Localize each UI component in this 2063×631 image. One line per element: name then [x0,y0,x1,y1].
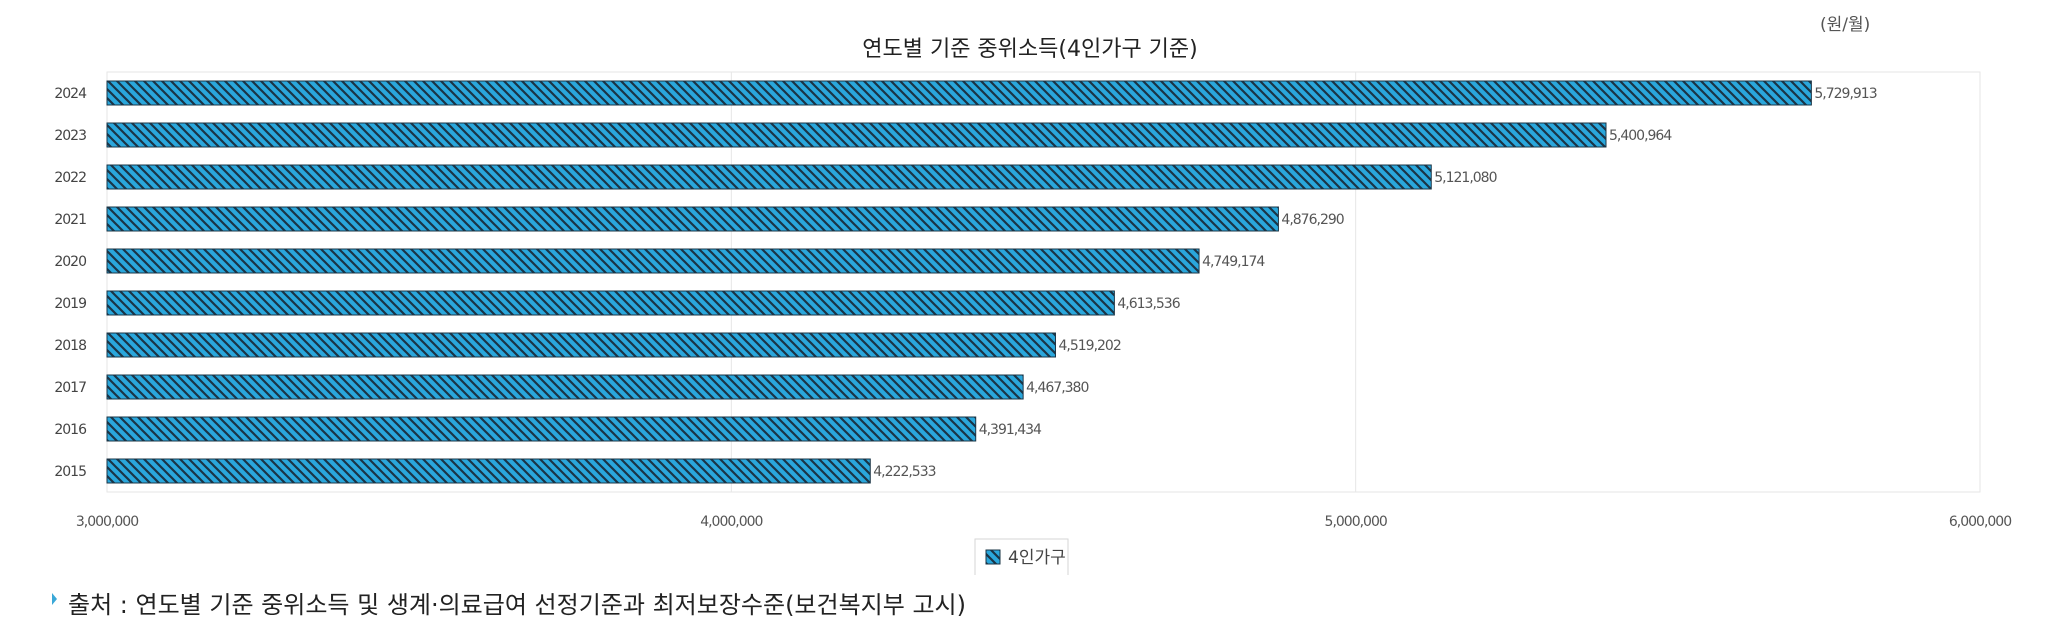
value-label: 4,749,174 [1202,254,1265,270]
legend-swatch [985,549,1001,565]
legend[interactable]: 4인가구 [974,538,1069,575]
y-category-label: 2019 [54,296,86,312]
value-label: 4,519,202 [1058,338,1120,354]
bar-2022[interactable] [106,164,1432,190]
bar-chart: 연도별 기준 중위소득(4인가구 기준) 5,729,9135,400,9645… [54,37,2012,575]
value-labels: 5,729,913 5,400,964 5,121,080 4,876,290 4,74… [873,86,1877,480]
value-label: 4,222,533 [873,464,935,480]
x-tick-label: 3,000,000 [76,514,138,530]
y-category-label: 2016 [54,422,87,438]
bar-2016[interactable] [106,416,977,442]
y-axis-labels: 2024 2023 2022 2021 2020 2019 2018 2017 2016 2015 [54,86,88,480]
x-tick-label: 6,000,000 [1949,514,2011,530]
y-category-label: 2022 [54,170,86,186]
y-category-label: 2024 [54,86,87,102]
bar-2019[interactable] [106,290,1115,316]
x-tick-label: 5,000,000 [1325,514,1387,530]
value-label: 5,400,964 [1609,128,1672,144]
bar-2018[interactable] [106,332,1056,358]
legend-label: 4인가구 [1008,548,1066,568]
y-category-label: 2017 [54,380,86,396]
bar-2024[interactable] [106,80,1812,106]
unit-label: (원/월) [1820,15,1871,35]
x-tick-label: 4,000,000 [700,514,762,530]
y-category-label: 2015 [54,464,86,480]
x-axis-labels: 3,000,000 4,000,000 5,000,000 6,000,000 [76,514,2012,530]
source-note: 출처 : 연도별 기준 중위소득 및 생계·의료급여 선정기준과 최저보장수준(… [52,585,966,620]
chart-title: 연도별 기준 중위소득(4인가구 기준) [862,37,1198,62]
value-label: 4,467,380 [1026,380,1088,396]
bar-2017[interactable] [106,374,1024,400]
bar-2015[interactable] [106,458,871,484]
y-category-label: 2023 [54,128,86,144]
value-label: 5,729,913 [1814,86,1876,102]
value-label: 4,391,434 [979,422,1042,438]
bar-2021[interactable] [106,206,1279,232]
y-category-label: 2021 [54,212,86,228]
value-label: 4,613,536 [1117,296,1180,312]
value-label: 5,121,080 [1434,170,1496,186]
bars [106,80,1812,484]
value-label: 4,876,290 [1281,212,1343,228]
bullet-icon [52,593,57,605]
bar-2023[interactable] [106,122,1607,148]
y-category-label: 2018 [54,338,86,354]
bar-2020[interactable] [106,248,1200,274]
y-category-label: 2020 [54,254,86,270]
